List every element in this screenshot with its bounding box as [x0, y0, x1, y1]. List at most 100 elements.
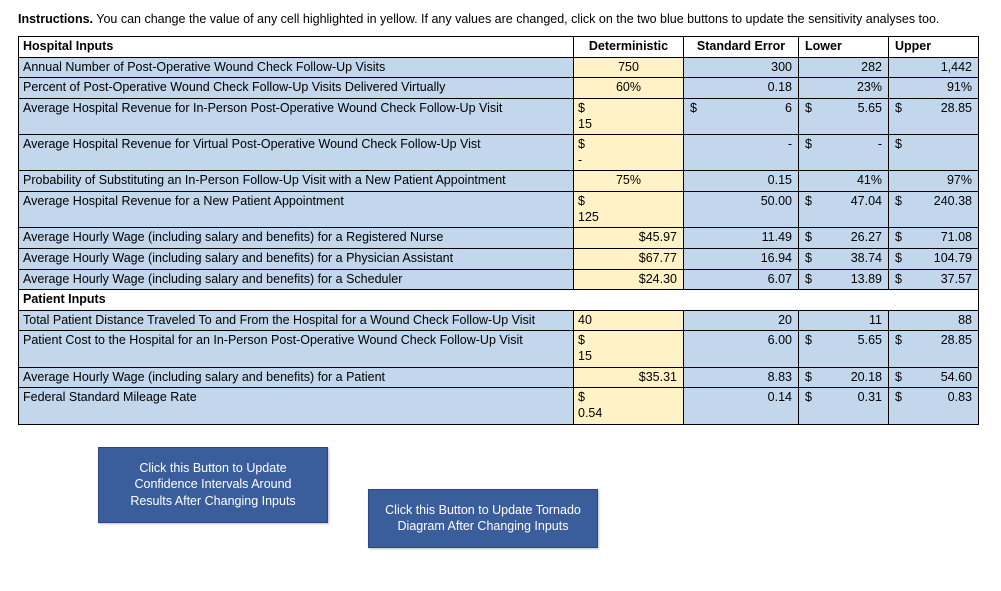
row-label: Average Hourly Wage (including salary an… [19, 367, 574, 388]
cell-lower: $0.31 [799, 388, 889, 424]
table-row: Average Hourly Wage (including salary an… [19, 269, 979, 290]
table-row: Annual Number of Post-Operative Wound Ch… [19, 57, 979, 78]
cell-lower: $5.65 [799, 331, 889, 367]
row-label: Average Hourly Wage (including salary an… [19, 248, 574, 269]
table-row: Average Hospital Revenue for In-Person P… [19, 98, 979, 134]
cell-se: 6.07 [684, 269, 799, 290]
table-row: Total Patient Distance Traveled To and F… [19, 310, 979, 331]
col-lower: Lower [799, 37, 889, 58]
cell-deterministic[interactable]: $ 15 [574, 331, 684, 367]
row-label: Average Hourly Wage (including salary an… [19, 269, 574, 290]
cell-upper: $ [889, 135, 979, 171]
cell-upper: 88 [889, 310, 979, 331]
low-val: - [878, 137, 884, 153]
up-val: 28.85 [941, 101, 974, 117]
up-val: 240.38 [934, 194, 974, 210]
cell-lower: 11 [799, 310, 889, 331]
cell-upper: $28.85 [889, 98, 979, 134]
det-sym: $ [578, 194, 679, 210]
up-val [972, 137, 974, 153]
cell-se: 20 [684, 310, 799, 331]
instructions-line: Instructions. You can change the value o… [18, 12, 983, 26]
cell-se: 6.00 [684, 331, 799, 367]
cell-lower: $- [799, 135, 889, 171]
det-val: 15 [578, 349, 679, 365]
inputs-table: Hospital Inputs Deterministic Standard E… [18, 36, 979, 425]
cell-upper: $37.57 [889, 269, 979, 290]
row-label: Patient Cost to the Hospital for an In-P… [19, 331, 574, 367]
cell-lower: $38.74 [799, 248, 889, 269]
table-row: Average Hourly Wage (including salary an… [19, 248, 979, 269]
table-row: Percent of Post-Operative Wound Check Fo… [19, 78, 979, 99]
det-val: 0.54 [578, 406, 679, 422]
cell-deterministic[interactable]: $ 0.54 [574, 388, 684, 424]
cell-upper: $71.08 [889, 228, 979, 249]
cell-deterministic[interactable]: $ 15 [574, 98, 684, 134]
row-label: Probability of Substituting an In-Person… [19, 171, 574, 192]
cell-upper: $54.60 [889, 367, 979, 388]
up-sym: $ [893, 101, 902, 117]
det-sym: $ [578, 390, 679, 406]
row-label: Average Hourly Wage (including salary an… [19, 228, 574, 249]
patient-inputs-label: Patient Inputs [19, 290, 979, 311]
cell-deterministic[interactable]: 750 [574, 57, 684, 78]
row-label: Federal Standard Mileage Rate [19, 388, 574, 424]
cell-se: 8.83 [684, 367, 799, 388]
table-row: Average Hospital Revenue for Virtual Pos… [19, 135, 979, 171]
cell-deterministic[interactable]: $35.31 [574, 367, 684, 388]
table-row: Average Hourly Wage (including salary an… [19, 367, 979, 388]
low-sym: $ [803, 137, 812, 153]
col-standard-error: Standard Error [684, 37, 799, 58]
table-row: Patient Cost to the Hospital for an In-P… [19, 331, 979, 367]
det-sym: $ [578, 101, 679, 117]
cell-upper: 1,442 [889, 57, 979, 78]
cell-upper: $28.85 [889, 331, 979, 367]
det-val: 15 [578, 117, 679, 133]
cell-deterministic[interactable]: 75% [574, 171, 684, 192]
cell-se: 0.15 [684, 171, 799, 192]
cell-se: 50.00 [684, 192, 799, 228]
header-row: Hospital Inputs Deterministic Standard E… [19, 37, 979, 58]
cell-deterministic[interactable]: $24.30 [574, 269, 684, 290]
cell-upper: 97% [889, 171, 979, 192]
col-label: Hospital Inputs [19, 37, 574, 58]
cell-deterministic[interactable]: 40 [574, 310, 684, 331]
cell-lower: 23% [799, 78, 889, 99]
cell-se: 0.18 [684, 78, 799, 99]
cell-deterministic[interactable]: $ 125 [574, 192, 684, 228]
cell-deterministic[interactable]: $45.97 [574, 228, 684, 249]
se-sym: $ [688, 101, 697, 117]
cell-upper: $104.79 [889, 248, 979, 269]
det-val: - [578, 153, 679, 169]
cell-deterministic[interactable]: $ - [574, 135, 684, 171]
low-sym: $ [803, 194, 812, 210]
row-label: Average Hospital Revenue for Virtual Pos… [19, 135, 574, 171]
col-deterministic: Deterministic [574, 37, 684, 58]
det-sym: $ [578, 333, 679, 349]
cell-deterministic[interactable]: $67.77 [574, 248, 684, 269]
update-tornado-diagram-button[interactable]: Click this Button to Update Tornado Diag… [368, 489, 598, 549]
buttons-container: Click this Button to Update Confidence I… [18, 447, 983, 549]
update-confidence-intervals-button[interactable]: Click this Button to Update Confidence I… [98, 447, 328, 524]
row-label: Percent of Post-Operative Wound Check Fo… [19, 78, 574, 99]
cell-upper: $240.38 [889, 192, 979, 228]
cell-deterministic[interactable]: 60% [574, 78, 684, 99]
patient-inputs-header: Patient Inputs [19, 290, 979, 311]
cell-se: $6 [684, 98, 799, 134]
cell-se: 300 [684, 57, 799, 78]
row-label: Average Hospital Revenue for In-Person P… [19, 98, 574, 134]
cell-lower: $13.89 [799, 269, 889, 290]
up-sym: $ [893, 137, 902, 153]
se-val: 6 [785, 101, 794, 117]
row-label: Annual Number of Post-Operative Wound Ch… [19, 57, 574, 78]
cell-upper: $0.83 [889, 388, 979, 424]
low-val: 47.04 [851, 194, 884, 210]
cell-upper: 91% [889, 78, 979, 99]
low-sym: $ [803, 101, 812, 117]
cell-lower: 41% [799, 171, 889, 192]
det-sym: $ [578, 137, 679, 153]
cell-se: - [684, 135, 799, 171]
row-label: Total Patient Distance Traveled To and F… [19, 310, 574, 331]
up-sym: $ [893, 194, 902, 210]
cell-lower: 282 [799, 57, 889, 78]
